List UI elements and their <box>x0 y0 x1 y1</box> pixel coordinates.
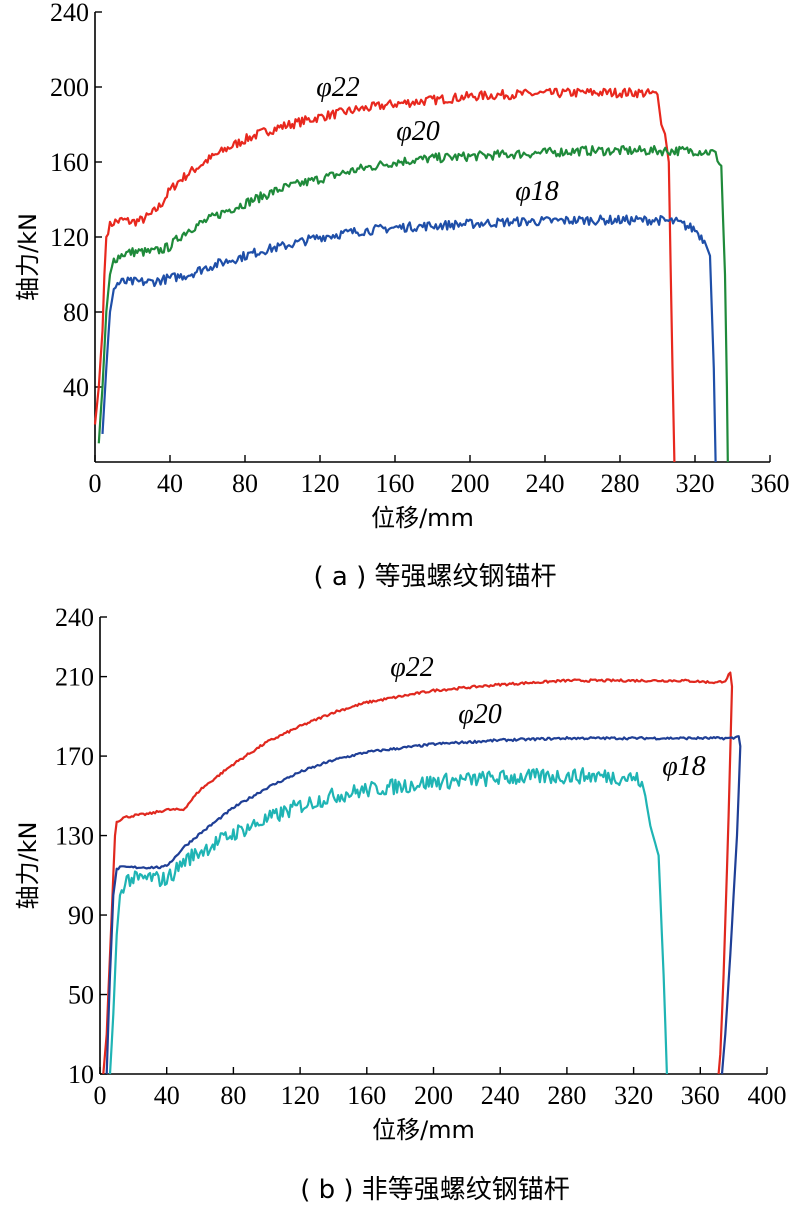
y-tick-label: 10 <box>68 1060 94 1089</box>
x-axis-label: 位移/mm <box>371 504 474 532</box>
chart-a: 0 40 80 120 160 200 240 280 320 360 40 80 120 160 200 2… <box>14 0 790 592</box>
y-tick-label: 160 <box>50 148 89 177</box>
x-tick-label: 200 <box>451 469 490 498</box>
series-line-b-2 <box>105 735 742 1075</box>
series-line-a-2 <box>97 145 729 463</box>
series-label: φ20 <box>396 116 440 147</box>
y-tick-label: 50 <box>68 981 94 1010</box>
chart-caption: ( b ) 非等强螺纹钢锚杆 <box>300 1175 570 1205</box>
y-tick-label: 170 <box>55 742 94 771</box>
x-tick-label: 280 <box>601 469 640 498</box>
y-tick-label: 210 <box>55 663 94 692</box>
series-label: φ22 <box>316 72 360 103</box>
series-line-b-1 <box>102 671 734 1075</box>
series-label: φ18 <box>662 751 706 782</box>
x-tick-label: 120 <box>281 1081 320 1110</box>
series-line-b-3 <box>108 767 668 1075</box>
x-tick-label: 0 <box>94 1081 107 1110</box>
series-label: φ20 <box>458 699 502 730</box>
y-tick-label: 130 <box>55 822 94 851</box>
y-axis-label: 轴力/kN <box>14 822 42 910</box>
y-tick-label: 240 <box>50 0 89 27</box>
y-tick-label: 200 <box>50 73 89 102</box>
chart-caption: ( a ) 等强螺纹钢锚杆 <box>313 562 556 592</box>
x-tick-label: 40 <box>157 469 183 498</box>
x-tick-label: 360 <box>751 469 790 498</box>
x-tick-label: 120 <box>301 469 340 498</box>
x-tick-label: 200 <box>414 1081 453 1110</box>
series-label: φ22 <box>390 652 434 683</box>
x-tick-label: 240 <box>526 469 565 498</box>
x-tick-label: 0 <box>89 469 102 498</box>
x-tick-label: 80 <box>220 1081 246 1110</box>
series-line-a-1 <box>93 87 676 463</box>
x-tick-label: 360 <box>681 1081 720 1110</box>
x-axis-label: 位移/mm <box>372 1116 475 1144</box>
y-tick-label: 40 <box>63 373 89 402</box>
x-tick-label: 80 <box>232 469 258 498</box>
y-axis-label: 轴力/kN <box>14 213 42 301</box>
x-tick-label: 160 <box>376 469 415 498</box>
x-tick-label: 240 <box>481 1081 520 1110</box>
y-tick-label: 80 <box>63 298 89 327</box>
x-tick-label: 280 <box>547 1081 586 1110</box>
y-tick-label: 120 <box>50 223 89 252</box>
x-tick-label: 400 <box>748 1081 787 1110</box>
y-tick-label: 90 <box>68 901 94 930</box>
series-line-a-3 <box>101 214 717 463</box>
x-tick-label: 320 <box>676 469 715 498</box>
x-tick-label: 160 <box>347 1081 386 1110</box>
x-tick-label: 320 <box>614 1081 653 1110</box>
y-tick-label: 240 <box>55 603 94 632</box>
series-label: φ18 <box>515 176 559 207</box>
chart-b: 0 40 80 120 160 200 240 280 320 360 400 10 50 90 130 17… <box>14 603 787 1205</box>
x-tick-label: 40 <box>154 1081 180 1110</box>
